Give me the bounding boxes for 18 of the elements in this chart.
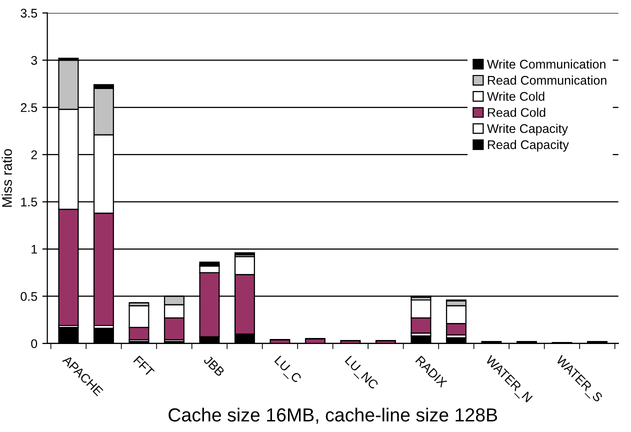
x-tick-label: JBB xyxy=(203,355,225,377)
legend-label: Read Capacity xyxy=(488,140,569,152)
y-tick-label: 3.5 xyxy=(20,8,38,18)
legend-label: Write Capacity xyxy=(486,124,568,136)
legend-label: Read Cold xyxy=(488,108,546,117)
x-axis-title: Cache size 16MB, cache-line size 128B xyxy=(168,408,498,424)
legend-label: Write Communication xyxy=(486,59,606,69)
y-tick-label: 0 xyxy=(31,339,38,348)
y-tick-label: 2 xyxy=(31,150,37,160)
y-tick-label: 1.5 xyxy=(21,198,38,206)
y-tick-label: 1 xyxy=(32,244,37,254)
x-tick-label: FFT xyxy=(133,356,155,377)
y-tick-label: 3 xyxy=(31,56,38,65)
legend-label: Read Communication xyxy=(488,76,606,85)
y-tick-label: 2.5 xyxy=(20,103,38,112)
y-tick-label: 0.5 xyxy=(20,292,38,301)
y-axis-title: Miss ratio xyxy=(2,149,12,207)
legend-label: Write Cold xyxy=(486,92,544,101)
